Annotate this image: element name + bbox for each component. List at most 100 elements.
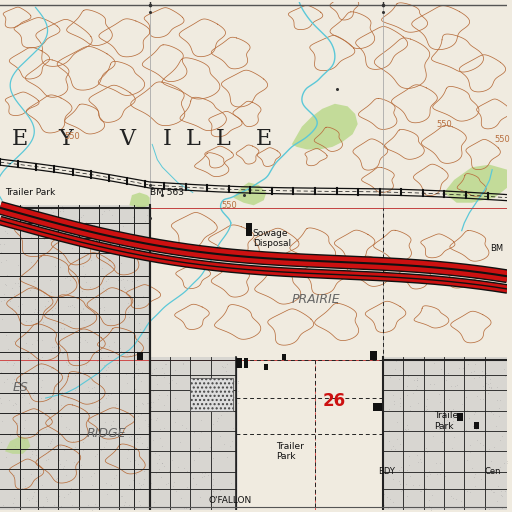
Point [0,394,5,402]
Point [209,393,218,401]
Point [139,400,147,409]
Point [451,382,459,390]
Point [195,397,203,405]
Point [115,317,123,326]
Point [198,470,206,478]
Point [230,393,238,401]
Point [90,221,98,229]
Point [206,442,214,451]
Point [444,395,453,403]
Point [8,379,16,387]
Point [2,409,10,417]
Point [125,481,133,489]
Point [104,257,112,265]
Point [90,239,98,247]
Point [143,334,151,342]
Point [452,413,460,421]
Point [40,235,49,243]
Point [141,217,149,225]
Point [90,382,98,391]
Point [20,329,29,337]
Point [41,302,50,310]
Point [453,503,461,511]
Point [41,221,50,229]
Point [158,441,166,450]
Point [80,270,89,278]
Point [137,356,145,364]
Point [417,486,425,495]
Point [129,476,137,484]
Point [426,380,434,389]
Point [74,260,82,268]
Point [18,309,27,317]
Point [62,348,70,356]
Point [456,447,464,455]
Point [436,459,444,467]
Point [132,470,140,478]
Point [68,266,76,274]
Point [26,216,34,224]
Point [52,342,60,350]
Point [65,394,73,402]
Point [46,389,54,397]
Point [15,407,23,415]
Point [40,291,48,299]
Point [452,495,460,503]
Point [55,263,63,271]
Point [158,459,166,467]
Point [162,360,170,368]
Point [145,495,154,503]
Point [387,445,395,453]
Bar [0,205,150,509]
Point [481,364,489,372]
Point [31,407,39,415]
Point [124,300,133,308]
Point [20,416,29,424]
Point [131,385,139,393]
Point [2,281,10,289]
Point [493,383,501,391]
Text: BM: BM [489,244,503,253]
Point [122,276,131,284]
Point [98,210,106,219]
Point [41,230,49,239]
Point [206,500,214,508]
Point [223,495,231,503]
Point [101,277,110,285]
Point [444,446,453,455]
Point [51,318,59,327]
Point [71,327,79,335]
Point [119,222,127,230]
Point [124,501,133,509]
Point [425,501,433,509]
Point [191,399,200,408]
Polygon shape [292,104,358,150]
Point [47,288,55,296]
Point [66,302,74,310]
Point [102,366,110,374]
Polygon shape [130,193,150,208]
Point [105,261,114,269]
Point [144,246,152,254]
Point [117,492,125,500]
Point [137,410,145,418]
Point [158,459,166,467]
Point [380,490,388,499]
Point [446,382,455,390]
Point [42,425,50,433]
Point [478,367,486,375]
Point [41,493,50,501]
Point [447,428,455,436]
Point [489,410,497,418]
Point [171,418,179,426]
Point [147,402,156,411]
Point [135,354,143,362]
Bar [137,352,143,360]
Point [38,376,46,384]
Point [177,494,185,502]
Point [12,407,20,415]
Point [436,398,444,406]
Point [109,249,117,258]
Point [488,488,497,496]
Point [62,456,71,464]
